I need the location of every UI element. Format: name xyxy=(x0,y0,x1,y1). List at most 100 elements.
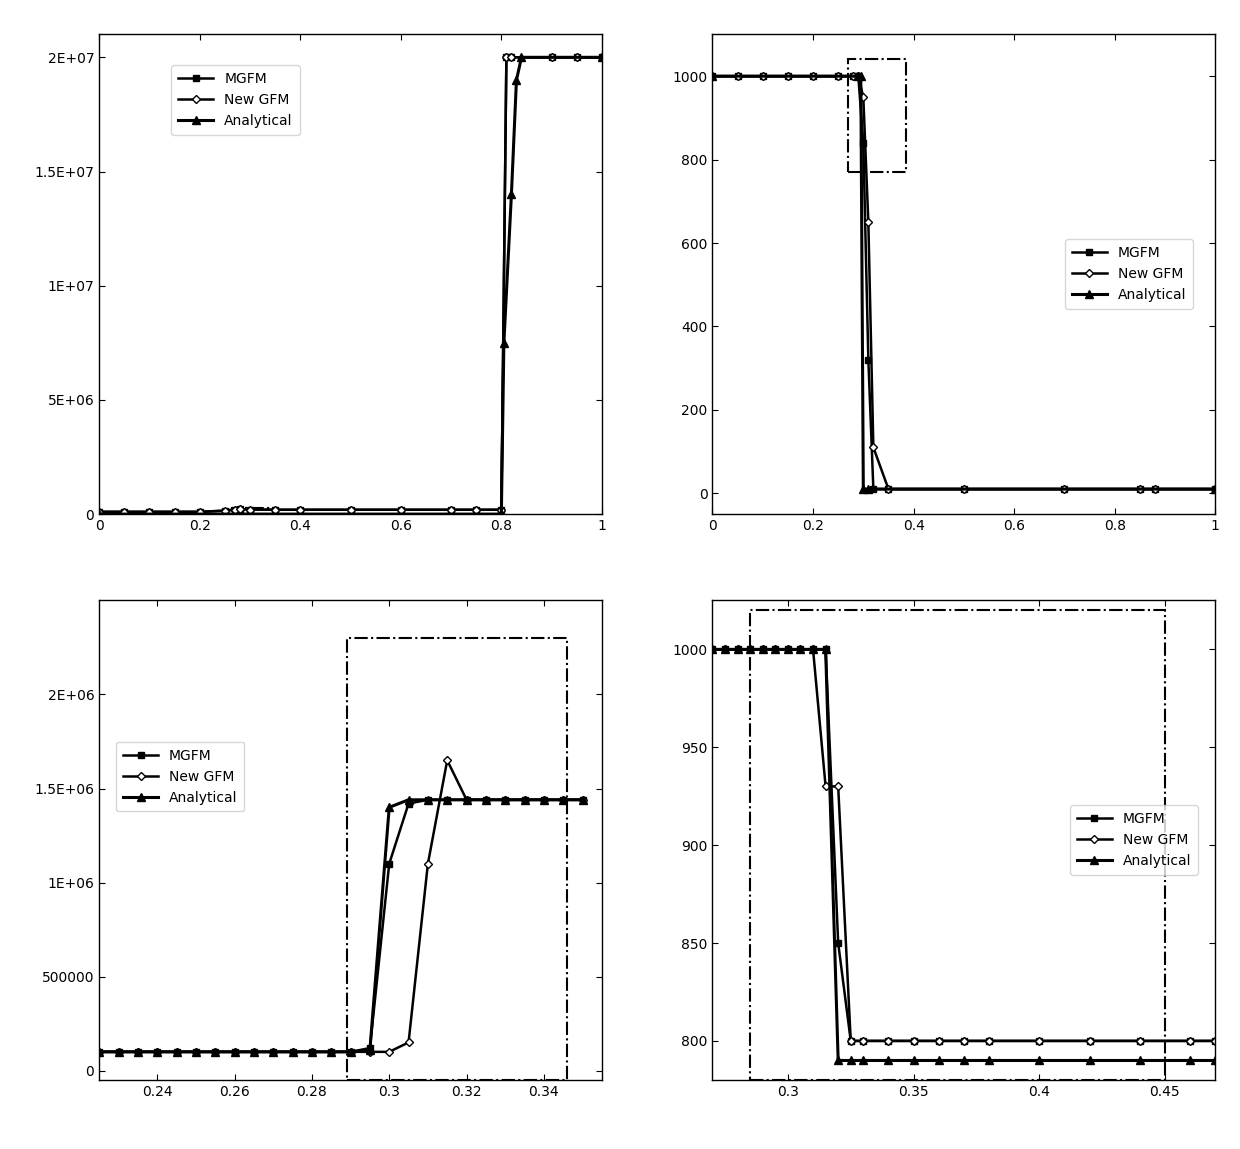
New GFM xyxy=(382,1044,397,1058)
Analytical xyxy=(150,1044,165,1058)
MGFM xyxy=(362,1041,377,1055)
New GFM xyxy=(192,504,207,518)
MGFM xyxy=(1132,1034,1147,1048)
New GFM xyxy=(497,793,512,807)
MGFM xyxy=(956,1034,971,1048)
Analytical xyxy=(401,793,415,807)
MGFM xyxy=(780,69,795,83)
MGFM xyxy=(718,642,733,656)
MGFM xyxy=(1132,483,1147,496)
New GFM xyxy=(393,503,408,517)
MGFM xyxy=(880,483,895,496)
Line: New GFM: New GFM xyxy=(709,646,1219,1044)
Analytical xyxy=(362,1043,377,1057)
MGFM xyxy=(861,353,875,367)
New GFM xyxy=(343,1044,358,1058)
Analytical xyxy=(861,483,875,496)
MGFM xyxy=(831,936,846,950)
Analytical xyxy=(208,1044,223,1058)
MGFM xyxy=(1147,483,1162,496)
Analytical xyxy=(265,1044,280,1058)
MGFM xyxy=(479,793,494,807)
Analytical xyxy=(556,793,570,807)
Analytical xyxy=(906,1054,921,1067)
New GFM xyxy=(293,503,308,517)
MGFM xyxy=(497,793,512,807)
New GFM xyxy=(856,90,870,103)
New GFM xyxy=(537,793,552,807)
MGFM xyxy=(227,1044,242,1058)
New GFM xyxy=(208,1044,223,1058)
MGFM xyxy=(537,793,552,807)
MGFM xyxy=(1032,1034,1047,1048)
MGFM xyxy=(469,503,484,517)
New GFM xyxy=(831,779,846,793)
MGFM xyxy=(233,502,248,516)
Analytical xyxy=(537,793,552,807)
MGFM xyxy=(268,503,283,517)
New GFM xyxy=(268,503,283,517)
New GFM xyxy=(982,1034,997,1048)
Analytical xyxy=(843,1054,858,1067)
New GFM xyxy=(818,779,833,793)
MGFM xyxy=(768,642,782,656)
MGFM xyxy=(92,504,107,518)
MGFM xyxy=(143,504,157,518)
New GFM xyxy=(575,793,590,807)
MGFM xyxy=(794,642,808,656)
MGFM xyxy=(92,1044,107,1058)
New GFM xyxy=(931,1034,946,1048)
MGFM xyxy=(393,503,408,517)
Analytical xyxy=(594,51,609,64)
New GFM xyxy=(517,793,532,807)
MGFM xyxy=(1056,483,1071,496)
MGFM xyxy=(217,503,232,517)
New GFM xyxy=(265,1044,280,1058)
MGFM xyxy=(243,502,258,516)
Bar xyxy=(232,508,278,514)
MGFM xyxy=(305,1044,320,1058)
New GFM xyxy=(1183,1034,1198,1048)
New GFM xyxy=(780,69,795,83)
Analytical xyxy=(575,793,590,807)
MGFM xyxy=(112,1044,126,1058)
Analytical xyxy=(92,507,107,520)
MGFM xyxy=(846,69,861,83)
Bar xyxy=(347,638,567,1080)
Analytical xyxy=(1208,1054,1223,1067)
MGFM xyxy=(401,796,415,810)
New GFM xyxy=(498,51,513,64)
MGFM xyxy=(130,1044,145,1058)
Analytical xyxy=(818,642,833,656)
MGFM xyxy=(343,1044,358,1058)
Analytical xyxy=(479,793,494,807)
Line: New GFM: New GFM xyxy=(95,757,585,1055)
New GFM xyxy=(1132,1034,1147,1048)
Line: Analytical: Analytical xyxy=(95,796,587,1056)
MGFM xyxy=(806,642,821,656)
MGFM xyxy=(982,1034,997,1048)
MGFM xyxy=(517,793,532,807)
Analytical xyxy=(343,1044,358,1058)
New GFM xyxy=(130,1044,145,1058)
New GFM xyxy=(851,69,866,83)
New GFM xyxy=(956,483,971,496)
Analytical xyxy=(1132,1054,1147,1067)
New GFM xyxy=(743,642,758,656)
MGFM xyxy=(743,642,758,656)
New GFM xyxy=(117,504,131,518)
MGFM xyxy=(843,1034,858,1048)
New GFM xyxy=(227,1044,242,1058)
Analytical xyxy=(494,507,508,520)
New GFM xyxy=(768,642,782,656)
MGFM xyxy=(594,51,609,64)
Analytical xyxy=(743,642,758,656)
New GFM xyxy=(880,483,895,496)
New GFM xyxy=(956,1034,971,1048)
New GFM xyxy=(285,1044,300,1058)
MGFM xyxy=(117,504,131,518)
New GFM xyxy=(227,502,242,516)
New GFM xyxy=(718,642,733,656)
MGFM xyxy=(440,793,455,807)
Analytical xyxy=(851,69,866,83)
